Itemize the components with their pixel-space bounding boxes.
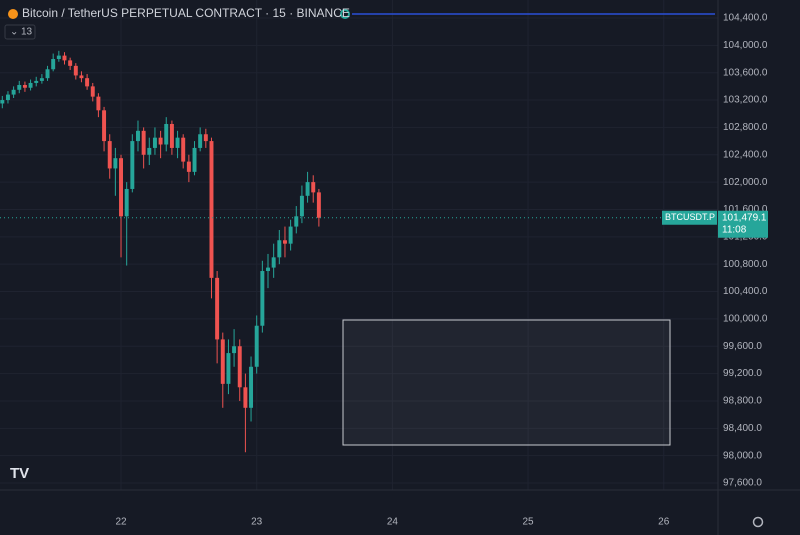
y-tick-label: 104,400.0	[723, 13, 768, 24]
candle-body	[130, 141, 135, 189]
candle-body	[147, 147, 152, 155]
x-tick-label: 25	[522, 517, 534, 528]
candle-body	[124, 188, 129, 217]
y-tick-label: 103,200.0	[723, 95, 768, 106]
candle-body	[34, 80, 39, 83]
y-tick-label: 101,600.0	[723, 204, 768, 215]
candle-body	[96, 96, 101, 111]
candles	[0, 50, 321, 453]
candle-body	[192, 147, 197, 172]
candle-body	[175, 137, 180, 148]
candle-body	[181, 137, 186, 162]
candle-body	[5, 94, 10, 101]
candle-body	[266, 267, 270, 272]
candle-body	[68, 60, 73, 66]
candle-body	[28, 82, 33, 88]
candle-body	[311, 182, 316, 193]
y-tick-label: 99,600.0	[723, 341, 762, 352]
candle-body	[277, 240, 282, 258]
candle-body	[294, 216, 299, 227]
indicator-badge[interactable]: 13	[21, 27, 33, 38]
candle-body	[113, 158, 118, 169]
axes: 97,600.0 98,000.0 98,400.0 98,800.0 99,200.0…	[0, 13, 768, 528]
indicator-badge-box[interactable]	[4, 24, 36, 40]
candle-body	[215, 277, 220, 340]
x-tick-label: 24	[387, 517, 399, 528]
x-tick-label: 22	[115, 517, 127, 528]
candle-body	[39, 78, 44, 81]
candle-body	[11, 89, 16, 95]
candle-body	[186, 161, 191, 172]
y-tick-label: 104,000.0	[723, 40, 768, 51]
candle-body	[85, 78, 90, 87]
last-price-box	[718, 210, 768, 238]
candle-body	[254, 325, 259, 367]
candle-body	[62, 55, 67, 61]
y-tick-label: 100,800.0	[723, 259, 768, 270]
x-tick-label: 26	[658, 517, 670, 528]
candle-body	[90, 86, 95, 97]
candle-body	[141, 130, 146, 155]
candle-body	[232, 346, 237, 354]
symbol-tag-box	[662, 210, 717, 225]
candle-body	[169, 123, 174, 148]
y-tick-label: 102,800.0	[723, 122, 768, 133]
y-tick-label: 98,000.0	[723, 450, 762, 461]
candle-body	[226, 353, 231, 384]
chevron: ⌄	[10, 27, 18, 38]
candle-body	[45, 69, 50, 79]
drawing-rectangle[interactable]	[342, 319, 671, 446]
candle-body	[260, 271, 265, 326]
candle-body	[316, 192, 321, 218]
symbol-icon	[8, 9, 18, 19]
candle-body	[22, 85, 27, 88]
y-tick-label: 98,400.0	[723, 423, 762, 434]
last-price-label: 101,479.1	[722, 212, 767, 223]
y-tick-label: 100,000.0	[723, 314, 768, 325]
candle-body	[158, 137, 163, 145]
candle-body	[198, 134, 203, 148]
candle-body	[73, 65, 78, 76]
line-handle[interactable]	[340, 9, 350, 19]
candle-body	[220, 339, 225, 384]
countdown: 11:08	[722, 224, 747, 235]
candle-body	[299, 195, 304, 217]
candle-body	[282, 240, 287, 244]
candle-body	[237, 346, 242, 388]
y-tick-label: 102,400.0	[723, 149, 768, 160]
chart-title: Bitcoin / TetherUS PERPETUAL CONTRACT · …	[22, 6, 350, 20]
y-tick-label: 102,000.0	[723, 177, 768, 188]
y-tick-label: 99,200.0	[723, 368, 762, 379]
logo: TV	[10, 465, 29, 482]
candle-body	[107, 141, 112, 169]
candle-body	[271, 257, 276, 268]
candle-body	[136, 130, 140, 142]
candle-body	[102, 110, 107, 142]
candle-body	[119, 158, 124, 217]
y-tick-label: 103,600.0	[723, 67, 768, 78]
y-tick-label: 100,400.0	[723, 286, 768, 297]
candle-body	[243, 387, 248, 408]
candle-body	[51, 59, 56, 70]
candle-body	[79, 75, 84, 79]
y-tick-label: 97,600.0	[723, 478, 762, 489]
x-tick-label: 23	[251, 517, 263, 528]
candle-body	[17, 85, 22, 90]
candle-body	[209, 141, 214, 278]
candle-body	[305, 182, 310, 196]
settings-icon[interactable]	[752, 516, 764, 528]
candle-body	[56, 55, 61, 60]
candle-body	[203, 134, 208, 142]
candle-body	[0, 100, 5, 104]
candle-body	[152, 137, 157, 148]
symbol-tag: BTCUSDT.P	[665, 212, 715, 222]
candle-body	[249, 366, 254, 408]
candle-body	[288, 226, 293, 244]
y-tick-label: 98,800.0	[723, 396, 762, 407]
candle-body	[164, 123, 169, 145]
